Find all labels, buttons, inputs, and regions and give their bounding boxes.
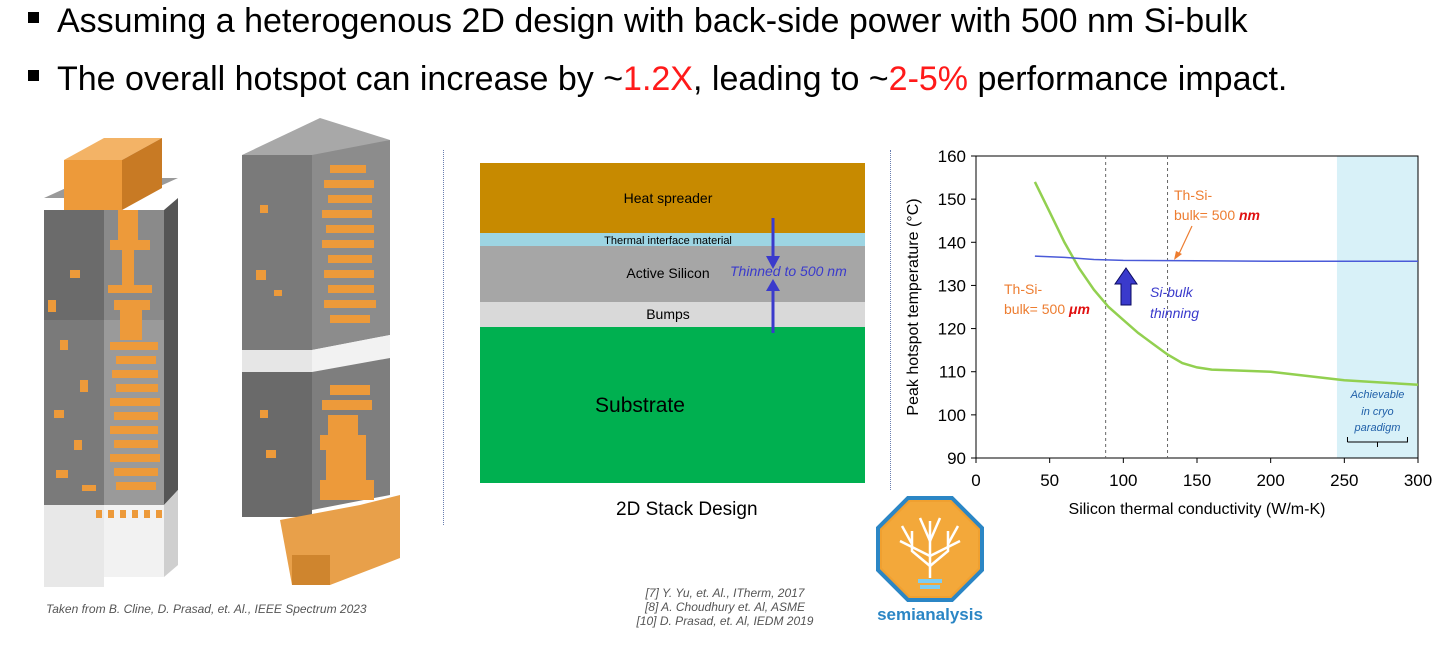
up-arrow-icon (766, 279, 780, 291)
heat-spreader-layer (480, 163, 865, 233)
performance-impact-value: 2-5% (888, 60, 969, 98)
y-tick-label: 120 (938, 320, 966, 339)
active-silicon-label: Active Silicon (626, 265, 709, 281)
stack-diagram: Heat spreader Thermal interface material… (480, 163, 865, 483)
reference-item: [8] A. Choudhury et. Al, ASME (644, 600, 806, 614)
heat-spreader-label: Heat spreader (624, 190, 713, 206)
cryo-bracket (1346, 437, 1408, 447)
thick-si-label-line2: bulk= 500 μm (1004, 301, 1090, 317)
x-tick-label: 50 (1040, 471, 1059, 490)
x-tick-label: 150 (1183, 471, 1211, 490)
tim-layer (480, 233, 865, 246)
bullet-1-text: Assuming a heterogenous 2D design with b… (57, 2, 1248, 40)
y-tick-label: 140 (938, 233, 966, 252)
y-tick-label: 100 (938, 406, 966, 425)
x-tick-label: 300 (1404, 471, 1432, 490)
left-chip-block (44, 138, 178, 587)
bullet-square-icon (28, 11, 39, 23)
active-silicon-layer (480, 246, 865, 302)
bullet-2-pre: The overall hotspot can increase by ~ (57, 60, 624, 98)
x-tick-label: 100 (1109, 471, 1137, 490)
thin-si-label-line2-part: bulk= 500 (1174, 207, 1239, 223)
y-tick-label: 150 (938, 190, 966, 209)
logo-text: semianalysis (877, 605, 983, 624)
separator-right (890, 150, 891, 490)
bullet-2-post: performance impact. (968, 60, 1288, 98)
x-tick-label: 200 (1256, 471, 1284, 490)
thinned-label: Thinned to 500 nm (730, 263, 847, 279)
thin-si-label-line1: Th-Si- (1174, 187, 1212, 203)
series-line-0 (1033, 181, 1419, 386)
thin-si-label-line2-part: nm (1239, 207, 1260, 223)
left-figure-caption: Taken from B. Cline, D. Prasad, et. Al.,… (46, 602, 367, 616)
thin-si-label-line2: bulk= 500 nm (1174, 207, 1260, 223)
bullet-1: Assuming a heterogenous 2D design with b… (28, 2, 1248, 41)
thick-si-label-line1: Th-Si- (1004, 281, 1042, 297)
thinning-arrow-icon (1114, 267, 1138, 306)
stack-caption: 2D Stack Design (616, 499, 758, 520)
thin-si-pointer (1177, 225, 1193, 257)
x-axis-label: Silicon thermal conductivity (W/m-K) (1069, 501, 1326, 518)
reference-item: [10] D. Prasad, et. Al, IEDM 2019 (636, 614, 814, 628)
pointer-arrowhead-icon (1174, 251, 1182, 260)
tree-icon (899, 517, 961, 578)
cryo-label-line1: Achievable (1350, 389, 1405, 401)
y-axis-label: Peak hotspot temperature (°C) (905, 198, 922, 415)
separator-left (443, 150, 444, 525)
y-tick-label: 110 (939, 363, 966, 382)
thinning-label-line1: Si-bulk (1150, 284, 1194, 300)
bumps-label: Bumps (646, 306, 690, 322)
references: [7] Y. Yu, et. Al., ITherm, 2017 [8] A. … (600, 586, 850, 628)
x-tick-label: 0 (971, 471, 980, 490)
bullet-square-icon (28, 69, 39, 81)
semianalysis-logo: semianalysis (876, 496, 984, 624)
bullet-2-mid: , leading to ~ (693, 60, 889, 98)
cryo-region (1336, 156, 1418, 458)
thick-si-label-line2-part: μm (1068, 301, 1090, 317)
tim-label: Thermal interface material (604, 235, 732, 247)
y-tick-label: 160 (938, 147, 966, 166)
substrate-label: Substrate (595, 394, 685, 417)
hotspot-chart: 90 100 110 120 130 140 150 160 0 50 100 150 200 250 30… (905, 147, 1432, 518)
down-arrow-icon (766, 256, 780, 269)
bumps-layer (480, 302, 865, 327)
reference-item: [7] Y. Yu, et. Al., ITherm, 2017 (645, 586, 805, 600)
substrate-layer (480, 327, 865, 483)
hotspot-increase-value: 1.2X (623, 60, 693, 98)
x-tick-label: 250 (1330, 471, 1358, 490)
thinning-label-line2: thinning (1150, 305, 1199, 321)
bullet-2: The overall hotspot can increase by ~1.2… (28, 60, 1287, 99)
right-chip-block (242, 118, 400, 585)
series-line-1 (1034, 255, 1418, 263)
y-tick-label: 90 (947, 449, 966, 468)
chip-stack-illustration (44, 118, 400, 587)
y-tick-label: 130 (938, 276, 966, 295)
cryo-label-line3: paradigm (1354, 422, 1401, 434)
cryo-label-line2: in cryo (1361, 406, 1393, 418)
thick-si-label-line2-part: bulk= 500 (1004, 301, 1069, 317)
